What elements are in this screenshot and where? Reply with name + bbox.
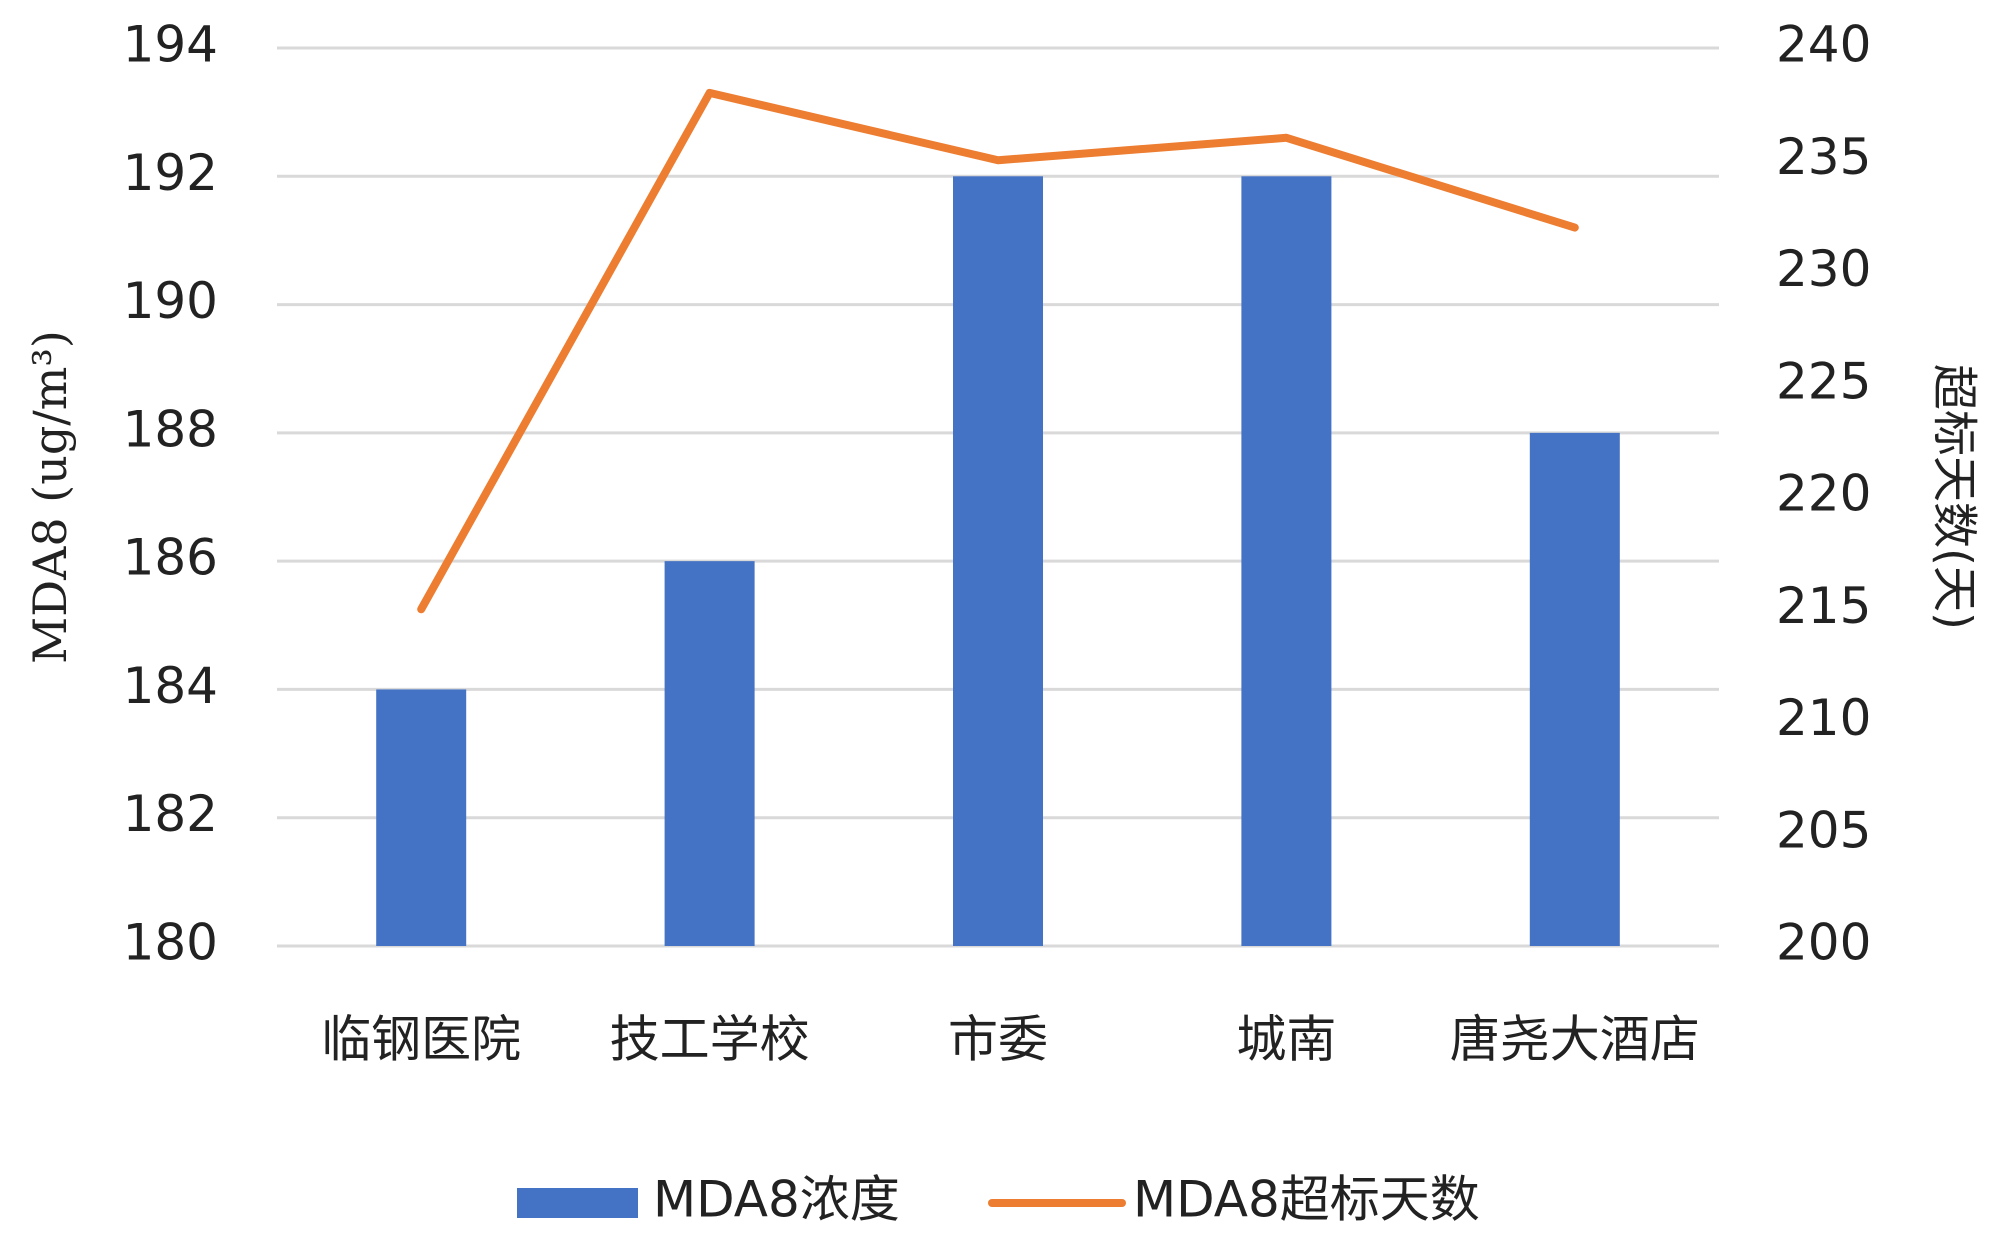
x-tick-label: 临钢医院 [321, 1011, 521, 1069]
y2-tick-label: 205 [1776, 801, 1871, 859]
y2-tick-label: 235 [1776, 128, 1871, 186]
legend-label: MDA8超标天数 [1133, 1171, 1480, 1229]
y2-tick-label: 215 [1776, 577, 1871, 635]
y-tick-label: 180 [123, 914, 218, 972]
line [417, 88, 1579, 614]
y-tick-label: 186 [123, 529, 218, 587]
y-tick-label: 194 [123, 16, 218, 74]
bar [1529, 432, 1620, 946]
y-tick-label: 190 [123, 272, 218, 330]
y2-tick-label: 225 [1776, 352, 1871, 410]
y2-tick-label: 230 [1776, 240, 1871, 298]
y2-tick-label: 200 [1776, 914, 1871, 972]
y-tick-label: 192 [123, 144, 218, 202]
bar [953, 176, 1043, 947]
x-tick-label: 城南 [1236, 1011, 1336, 1069]
y2-axis-label: 超标天数(天) [1928, 364, 1982, 630]
bar [376, 689, 467, 946]
bar [664, 561, 755, 946]
x-tick-label: 技工学校 [610, 1011, 810, 1069]
legend-label: MDA8浓度 [653, 1171, 900, 1229]
legend-swatch [517, 1188, 638, 1218]
y2-tick-label: 240 [1776, 16, 1871, 74]
bar [1241, 176, 1332, 947]
y-tick-label: 182 [123, 785, 218, 843]
y-tick-label: 188 [123, 400, 218, 458]
x-tick-label: 唐尧大酒店 [1450, 1011, 1700, 1069]
y-tick-label: 184 [123, 657, 218, 715]
y-axis-label: MDA8 (ug/m³) [23, 330, 77, 664]
y2-tick-label: 210 [1776, 689, 1871, 747]
y2-tick-label: 220 [1776, 465, 1871, 523]
x-tick-label: 市委 [948, 1011, 1048, 1069]
